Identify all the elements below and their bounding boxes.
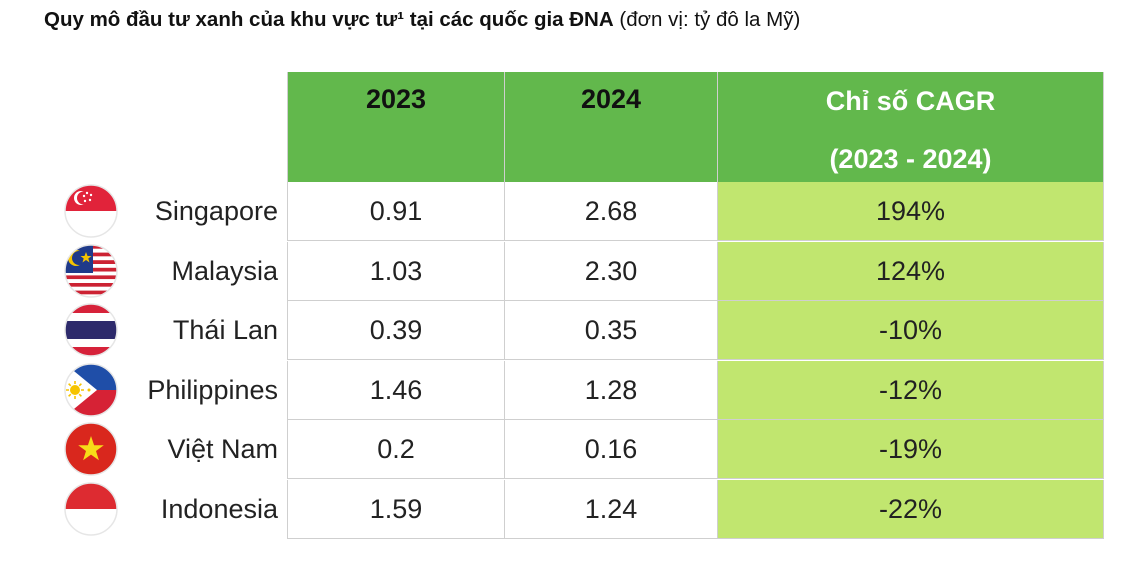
country-label: Việt Nam: [167, 434, 278, 464]
cell-cagr: -12%: [718, 361, 1104, 420]
header-cagr-period: (2023 - 2024): [829, 144, 992, 174]
cell-2023: 0.91: [287, 182, 505, 241]
singapore-flag-icon: [63, 183, 119, 239]
cell-2023: 1.46: [287, 361, 505, 420]
indonesia-flag-icon: [63, 481, 119, 537]
header-cagr-label: Chỉ số CAGR: [825, 86, 996, 116]
cell-2023: 1.59: [287, 480, 505, 539]
chart-title: Quy mô đầu tư xanh của khu vực tư¹ tại c…: [44, 8, 800, 32]
cell-cagr: -19%: [718, 420, 1104, 479]
country-label: Philippines: [147, 375, 278, 405]
title-main: Quy mô đầu tư xanh của khu vực tư¹ tại c…: [44, 8, 614, 31]
country-label: Singapore: [154, 196, 278, 226]
country-label: Malaysia: [171, 256, 278, 286]
cell-cagr: 194%: [718, 182, 1104, 241]
header-2024-label: 2024: [580, 84, 642, 114]
cell-2023: 1.03: [287, 242, 505, 301]
cell-2023: 0.2: [287, 420, 505, 479]
header-2023-label: 2023: [365, 84, 427, 114]
cell-2024: 2.68: [505, 182, 718, 241]
country-label: Indonesia: [160, 494, 278, 524]
cell-cagr: -10%: [718, 301, 1104, 360]
cell-2024: 0.16: [505, 420, 718, 479]
header-2023: 2023: [287, 72, 505, 182]
cell-2024: 2.30: [505, 242, 718, 301]
cell-2024: 1.24: [505, 480, 718, 539]
cell-2023: 0.39: [287, 301, 505, 360]
title-unit: (đơn vị: tỷ đô la Mỹ): [619, 8, 801, 31]
malaysia-flag-icon: [63, 243, 119, 299]
header-cagr: Chỉ số CAGR (2023 - 2024): [718, 72, 1104, 182]
philippines-flag-icon: [63, 362, 119, 418]
cell-2024: 1.28: [505, 361, 718, 420]
vietnam-flag-icon: [63, 421, 119, 477]
cell-cagr: -22%: [718, 480, 1104, 539]
country-label: Thái Lan: [172, 315, 278, 345]
cell-cagr: 124%: [718, 242, 1104, 301]
header-2024: 2024: [505, 72, 718, 182]
thailand-flag-icon: [63, 302, 119, 358]
cell-2024: 0.35: [505, 301, 718, 360]
